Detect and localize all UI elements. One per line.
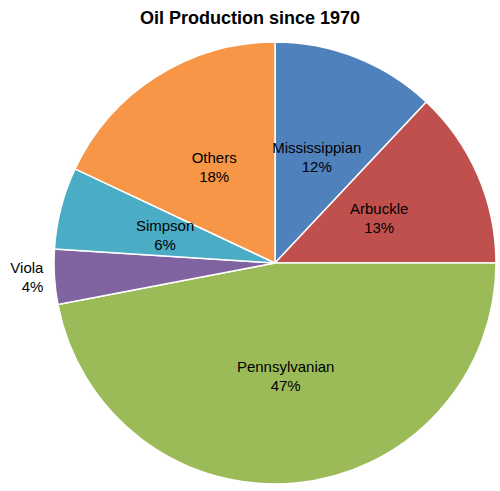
svg-text:4%: 4%: [22, 278, 44, 295]
svg-text:Viola: Viola: [10, 259, 44, 276]
svg-text:Pennsylvanian: Pennsylvanian: [237, 358, 335, 375]
svg-text:47%: 47%: [271, 377, 301, 394]
svg-text:Oil Production since 1970: Oil Production since 1970: [140, 8, 360, 28]
svg-text:Simpson: Simpson: [136, 217, 194, 234]
svg-text:Others: Others: [192, 149, 237, 166]
svg-text:18%: 18%: [199, 168, 229, 185]
svg-text:6%: 6%: [154, 236, 176, 253]
svg-text:13%: 13%: [364, 219, 394, 236]
svg-text:12%: 12%: [302, 158, 332, 175]
svg-text:Mississippian: Mississippian: [272, 139, 361, 156]
svg-text:Arbuckle: Arbuckle: [350, 200, 408, 217]
